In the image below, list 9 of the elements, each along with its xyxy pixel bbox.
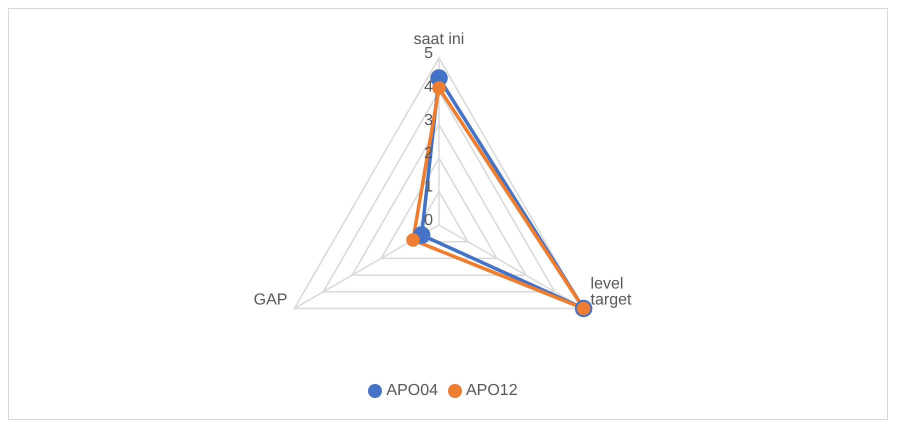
legend-label: APO12 [466, 382, 518, 399]
y-tick-label: 4 [424, 78, 434, 96]
legend-label: APO04 [386, 382, 438, 399]
spoke-label: level target [590, 276, 632, 308]
y-tick-label: 5 [424, 45, 434, 62]
y-tick-label: 2 [424, 145, 434, 162]
y-tick-label: 0 [424, 212, 434, 229]
spoke-label: saat ini [414, 31, 464, 48]
spoke-label: GAP [254, 292, 288, 308]
